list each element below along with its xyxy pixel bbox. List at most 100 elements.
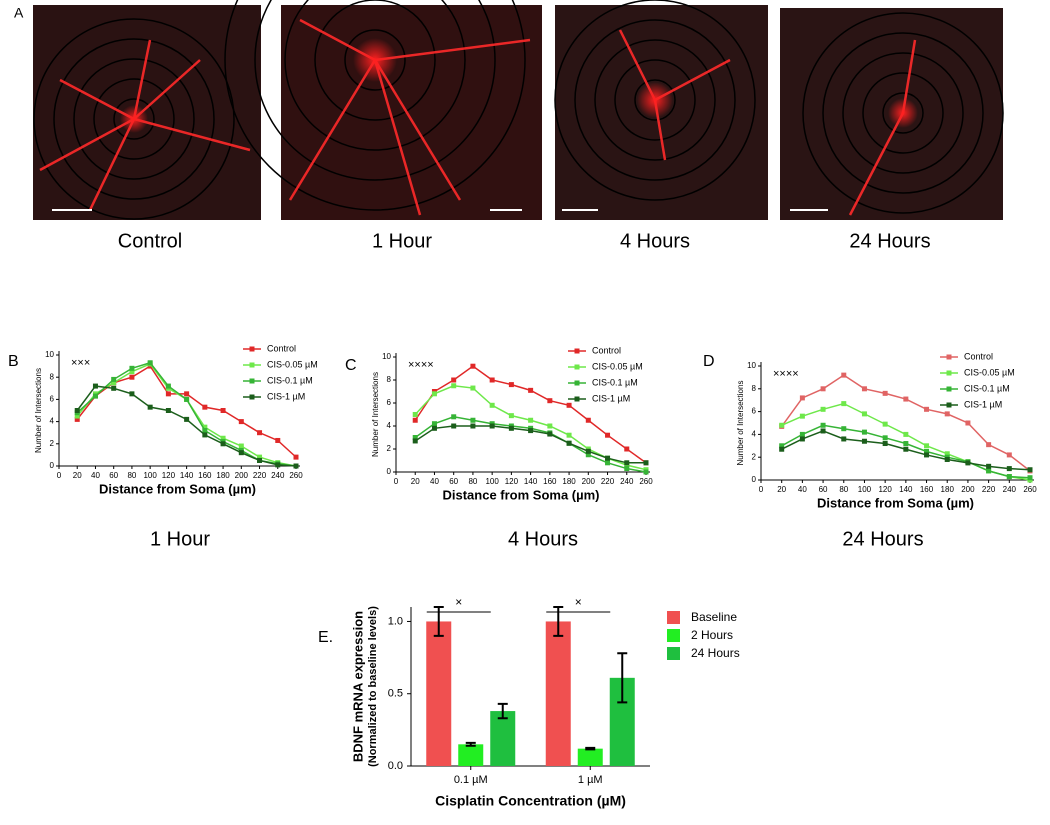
legend-label: CIS-0.1 µM — [592, 377, 638, 387]
marker — [841, 401, 847, 407]
y-tick-label: 6 — [387, 398, 392, 407]
y-axis-label: BDNF mRNA expression — [350, 611, 365, 762]
legend-marker — [574, 396, 580, 402]
marker — [1027, 475, 1033, 481]
x-tick-label: 220 — [253, 471, 267, 480]
marker — [129, 374, 135, 380]
x-tick-label: 100 — [485, 477, 499, 486]
bar — [490, 711, 516, 766]
legend-marker — [574, 364, 580, 370]
marker — [508, 413, 514, 419]
marker — [903, 431, 909, 437]
marker — [820, 428, 826, 434]
x-tick-label: 40 — [798, 485, 807, 494]
annotation: × — [455, 595, 462, 609]
marker — [799, 395, 805, 401]
marker — [92, 393, 98, 399]
y-tick-label: 4 — [752, 430, 757, 439]
annotation: ×××× — [773, 368, 799, 380]
legend-marker — [946, 370, 952, 376]
marker — [528, 417, 534, 423]
legend-swatch — [667, 629, 680, 642]
legend-marker — [946, 354, 952, 360]
marker — [165, 408, 171, 413]
marker — [643, 460, 649, 466]
x-tick-label: 200 — [961, 485, 975, 494]
marker — [412, 435, 418, 440]
marker — [799, 413, 805, 419]
marker — [841, 372, 847, 378]
marker — [431, 391, 437, 397]
marker — [965, 420, 971, 426]
marker — [605, 432, 611, 438]
y-tick-label: 6 — [50, 395, 55, 404]
error-bar — [497, 702, 508, 720]
marker — [882, 435, 888, 441]
marker — [129, 369, 135, 375]
series-line — [76, 361, 297, 467]
marker — [451, 383, 457, 389]
x-axis-label: Cisplatin Concentration (µM) — [435, 793, 626, 809]
marker — [547, 431, 553, 437]
marker — [508, 425, 514, 431]
x-tick-label: 20 — [411, 477, 420, 486]
marker — [202, 432, 208, 438]
legend-label: CIS-0.1 µM — [267, 375, 313, 385]
image-caption: 24 Hours — [849, 230, 930, 252]
x-tick-label: 240 — [1003, 485, 1017, 494]
panel-label: E. — [318, 629, 333, 646]
x-tick-label: 260 — [639, 477, 653, 486]
marker — [1027, 467, 1033, 473]
marker — [643, 469, 649, 475]
legend-label: CIS-0.05 µM — [267, 359, 318, 369]
legend-marker — [249, 394, 255, 400]
marker — [489, 377, 495, 383]
x-tick-label: 220 — [982, 485, 996, 494]
panel-label: A — [14, 5, 24, 21]
y-tick-label: 2 — [752, 452, 757, 461]
y-axis-label: Number of Intersections — [34, 368, 43, 453]
x-tick-label: 160 — [198, 471, 212, 480]
y-tick-label: 0 — [752, 475, 757, 484]
marker — [184, 396, 190, 402]
marker — [508, 382, 514, 388]
marker — [257, 430, 263, 436]
marker — [903, 396, 909, 402]
x-tick-label: 0.1 µM — [454, 774, 488, 786]
x-tick-label: 240 — [271, 471, 285, 480]
series-line — [76, 365, 297, 458]
marker — [202, 424, 208, 430]
y-axis-label: Number of Intersections — [736, 381, 745, 466]
marker — [220, 408, 226, 413]
marker — [841, 426, 847, 432]
marker — [238, 443, 244, 449]
marker — [882, 441, 888, 447]
legend-swatch — [667, 611, 680, 624]
marker — [566, 432, 572, 438]
x-axis-label: Distance from Soma (µm) — [99, 481, 256, 496]
marker — [111, 380, 117, 386]
y-tick-label: 4 — [50, 417, 55, 426]
marker — [74, 413, 80, 419]
y-axis-label: (Normalized to baseline levels) — [367, 606, 379, 767]
legend-marker — [574, 348, 580, 354]
marker — [820, 386, 826, 392]
image-caption: 4 Hours — [620, 230, 690, 252]
legend-marker — [249, 378, 255, 384]
marker — [779, 422, 785, 428]
y-tick-label: 8 — [50, 372, 55, 381]
marker — [257, 457, 263, 463]
error-bar — [617, 652, 628, 704]
marker — [924, 443, 930, 449]
marker — [489, 402, 495, 408]
marker — [92, 383, 98, 389]
x-axis-label: Distance from Soma (µm) — [442, 487, 599, 502]
marker — [861, 438, 867, 444]
marker — [624, 460, 630, 466]
x-tick-label: 100 — [858, 485, 872, 494]
y-tick-label: 8 — [387, 375, 392, 384]
marker — [470, 385, 476, 391]
marker — [605, 460, 611, 466]
marker — [986, 463, 992, 469]
legend-label: Baseline — [691, 610, 737, 624]
